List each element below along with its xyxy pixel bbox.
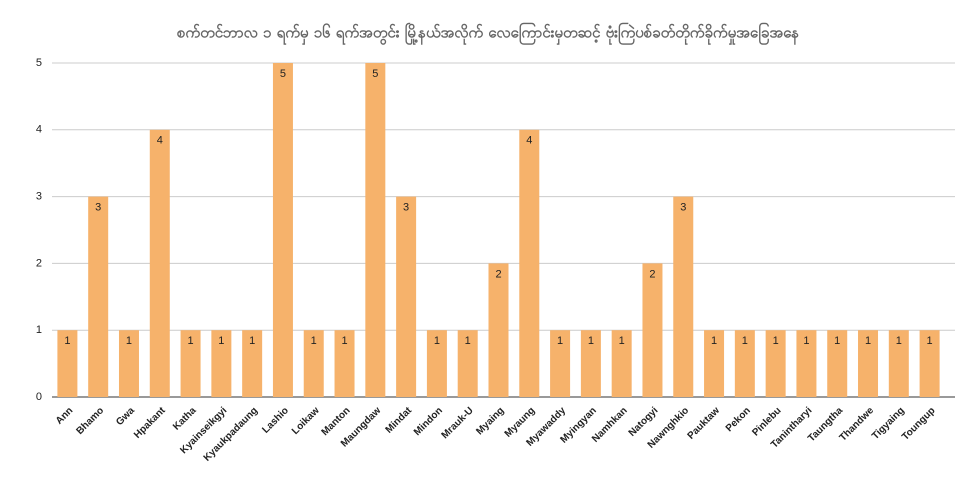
bar: [611, 330, 632, 397]
bar: [765, 330, 786, 397]
bar: [118, 330, 139, 397]
x-tick-label: Mindat: [384, 405, 415, 436]
bar: [858, 330, 879, 397]
bar: [580, 330, 601, 397]
bar: [149, 129, 170, 398]
value-label: 3: [403, 202, 409, 214]
value-label: 1: [126, 335, 132, 347]
bar: [88, 196, 109, 397]
bar: [488, 263, 509, 397]
x-tick-label: Pekon: [724, 405, 753, 434]
y-tick-label: 5: [36, 57, 42, 69]
value-label: 3: [680, 202, 686, 214]
bar: [365, 63, 386, 397]
bar: [396, 196, 417, 397]
value-label: 1: [249, 335, 255, 347]
x-tick-label: Lashio: [260, 405, 291, 436]
bar: [519, 129, 540, 398]
value-label: 1: [803, 335, 809, 347]
value-label: 2: [495, 268, 501, 280]
bar: [57, 330, 78, 397]
value-label: 1: [588, 335, 594, 347]
bar: [242, 330, 263, 397]
x-tick-label: Pauktaw: [686, 405, 723, 442]
bar: [426, 330, 447, 397]
x-tick-label: Thandwe: [838, 405, 877, 444]
y-tick-label: 2: [36, 257, 42, 269]
bar: [827, 330, 848, 397]
x-tick-label: Ann: [54, 405, 76, 427]
y-tick-label: 3: [36, 191, 42, 203]
bar: [211, 330, 232, 397]
value-label: 1: [834, 335, 840, 347]
x-tick-label: Katha: [171, 405, 199, 433]
x-tick-label: Loikaw: [290, 405, 322, 437]
value-label: 3: [95, 202, 101, 214]
value-label: 1: [311, 335, 317, 347]
value-label: 4: [157, 135, 163, 147]
value-label: 5: [372, 68, 378, 80]
y-tick-label: 0: [36, 391, 42, 403]
bar: [919, 330, 940, 397]
x-tick-label: Kyaukpadaung: [202, 405, 260, 463]
value-label: 1: [742, 335, 748, 347]
bar: [457, 330, 478, 397]
value-label: 2: [649, 268, 655, 280]
value-label: 1: [434, 335, 440, 347]
y-tick-label: 4: [36, 124, 42, 136]
value-label: 1: [773, 335, 779, 347]
bar: [673, 196, 694, 397]
value-label: 1: [896, 335, 902, 347]
bar: [888, 330, 909, 397]
value-label: 1: [188, 335, 194, 347]
value-label: 1: [557, 335, 563, 347]
bar: [272, 63, 293, 397]
value-label: 4: [526, 135, 532, 147]
bar: [334, 330, 355, 397]
x-tick-label: Gwa: [114, 405, 137, 428]
bar: [734, 330, 755, 397]
bar: [550, 330, 571, 397]
y-tick-label: 1: [36, 324, 42, 336]
bar: [180, 330, 201, 397]
bar: [303, 330, 324, 397]
value-label: 1: [64, 335, 70, 347]
value-label: 1: [341, 335, 347, 347]
x-tick-label: Toungup: [900, 405, 937, 442]
bar: [796, 330, 817, 397]
value-label: 1: [619, 335, 625, 347]
x-tick-label: Bhamo: [74, 405, 106, 437]
x-tick-label: Hpakant: [132, 405, 168, 441]
value-label: 1: [218, 335, 224, 347]
value-label: 1: [711, 335, 717, 347]
value-label: 1: [465, 335, 471, 347]
x-tick-label: Myaing: [474, 405, 506, 437]
value-label: 1: [927, 335, 933, 347]
bar: [704, 330, 725, 397]
x-tick-label: Mrauk-U: [440, 405, 476, 441]
value-label: 1: [865, 335, 871, 347]
chart-title: စက်တင်ဘာလ ၁ ရက်မှ ၁၆ ရက်အတွင်း မြို့နယ်အ…: [177, 22, 799, 46]
value-label: 5: [280, 68, 286, 80]
bar: [642, 263, 663, 397]
